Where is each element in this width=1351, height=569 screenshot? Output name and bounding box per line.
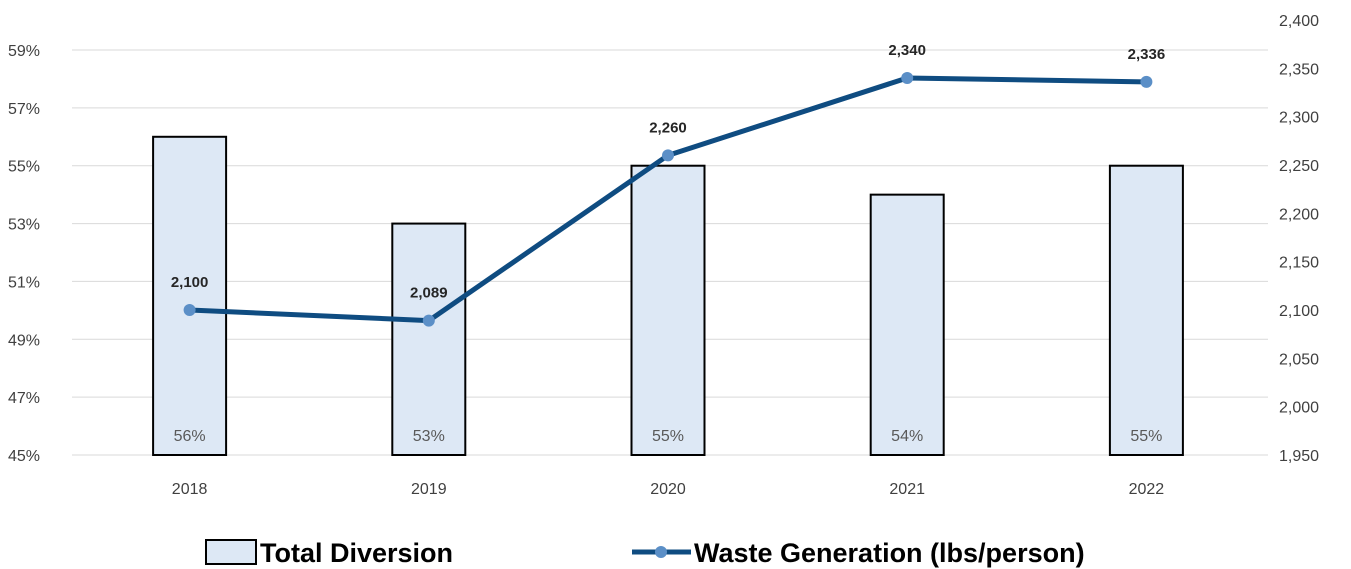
right-tick-label: 2,000 — [1279, 400, 1319, 417]
line-data-label: 2,260 — [649, 119, 687, 136]
legend-item-total-diversion: Total Diversion — [205, 538, 453, 568]
left-tick-label: 47% — [8, 390, 40, 407]
right-tick-label: 2,150 — [1279, 255, 1319, 272]
left-tick-label: 45% — [8, 448, 40, 465]
bar-data-label: 53% — [413, 428, 445, 445]
bar — [630, 164, 706, 456]
left-tick-label: 51% — [8, 274, 40, 291]
right-tick-label: 2,200 — [1279, 206, 1319, 223]
right-tick-label: 2,050 — [1279, 351, 1319, 368]
left-tick-label: 59% — [8, 43, 40, 60]
left-tick-label: 53% — [8, 217, 40, 234]
left-tick-label: 49% — [8, 332, 40, 349]
line-marker — [1140, 75, 1153, 88]
line-data-label: 2,340 — [888, 42, 926, 59]
line-data-label: 2,100 — [171, 274, 209, 291]
legend-label-waste-generation: Waste Generation (lbs/person) — [694, 538, 1085, 568]
right-tick-label: 2,250 — [1279, 158, 1319, 175]
right-tick-label: 2,300 — [1279, 110, 1319, 127]
bar — [152, 135, 228, 457]
right-tick-label: 2,350 — [1279, 61, 1319, 78]
line-marker — [901, 72, 914, 84]
line-marker — [662, 149, 674, 162]
bar — [869, 193, 945, 456]
x-tick-label: 2019 — [411, 481, 447, 498]
bar-data-label: 54% — [891, 428, 923, 445]
left-y-axis: 45% 47% 49% 51% 53% 55% 57% 59% — [8, 43, 40, 465]
bar-data-label: 55% — [652, 428, 684, 445]
line-marker — [183, 304, 196, 316]
left-tick-label: 57% — [8, 101, 40, 118]
legend-swatch-marker — [655, 546, 667, 558]
right-tick-label: 1,950 — [1279, 448, 1319, 465]
right-y-axis: 1,950 2,000 2,050 2,100 2,150 2,200 2,250 2,300… — [1279, 13, 1319, 465]
x-axis: 2018 2019 2020 2021 2022 — [172, 481, 1164, 498]
x-tick-label: 2018 — [172, 481, 208, 498]
line-marker — [422, 314, 435, 327]
x-tick-label: 2020 — [650, 481, 686, 498]
x-tick-label: 2022 — [1129, 481, 1165, 498]
right-tick-label: 2,100 — [1279, 303, 1319, 320]
legend-swatch-total-diversion — [205, 539, 257, 565]
legend-item-waste-generation: Waste Generation (lbs/person) — [632, 538, 1085, 568]
bar — [391, 222, 467, 456]
legend-label-total-diversion: Total Diversion — [260, 538, 453, 568]
line-data-label: 2,089 — [410, 285, 448, 302]
left-tick-label: 55% — [8, 159, 40, 176]
legend: Total Diversion Waste Generation (lbs/pe… — [205, 538, 1085, 568]
bar-series-total-diversion: 56% 53% 55% 54% 55% — [152, 135, 1184, 457]
bar-data-label: 55% — [1130, 428, 1162, 445]
line-series-waste-generation: 2,100 2,089 2,260 2,340 2,336 — [171, 42, 1165, 327]
x-tick-label: 2021 — [889, 481, 925, 498]
line-data-label: 2,336 — [1128, 46, 1166, 63]
bar — [1108, 164, 1184, 456]
bar-data-label: 56% — [174, 428, 206, 445]
right-tick-label: 2,400 — [1279, 13, 1319, 30]
